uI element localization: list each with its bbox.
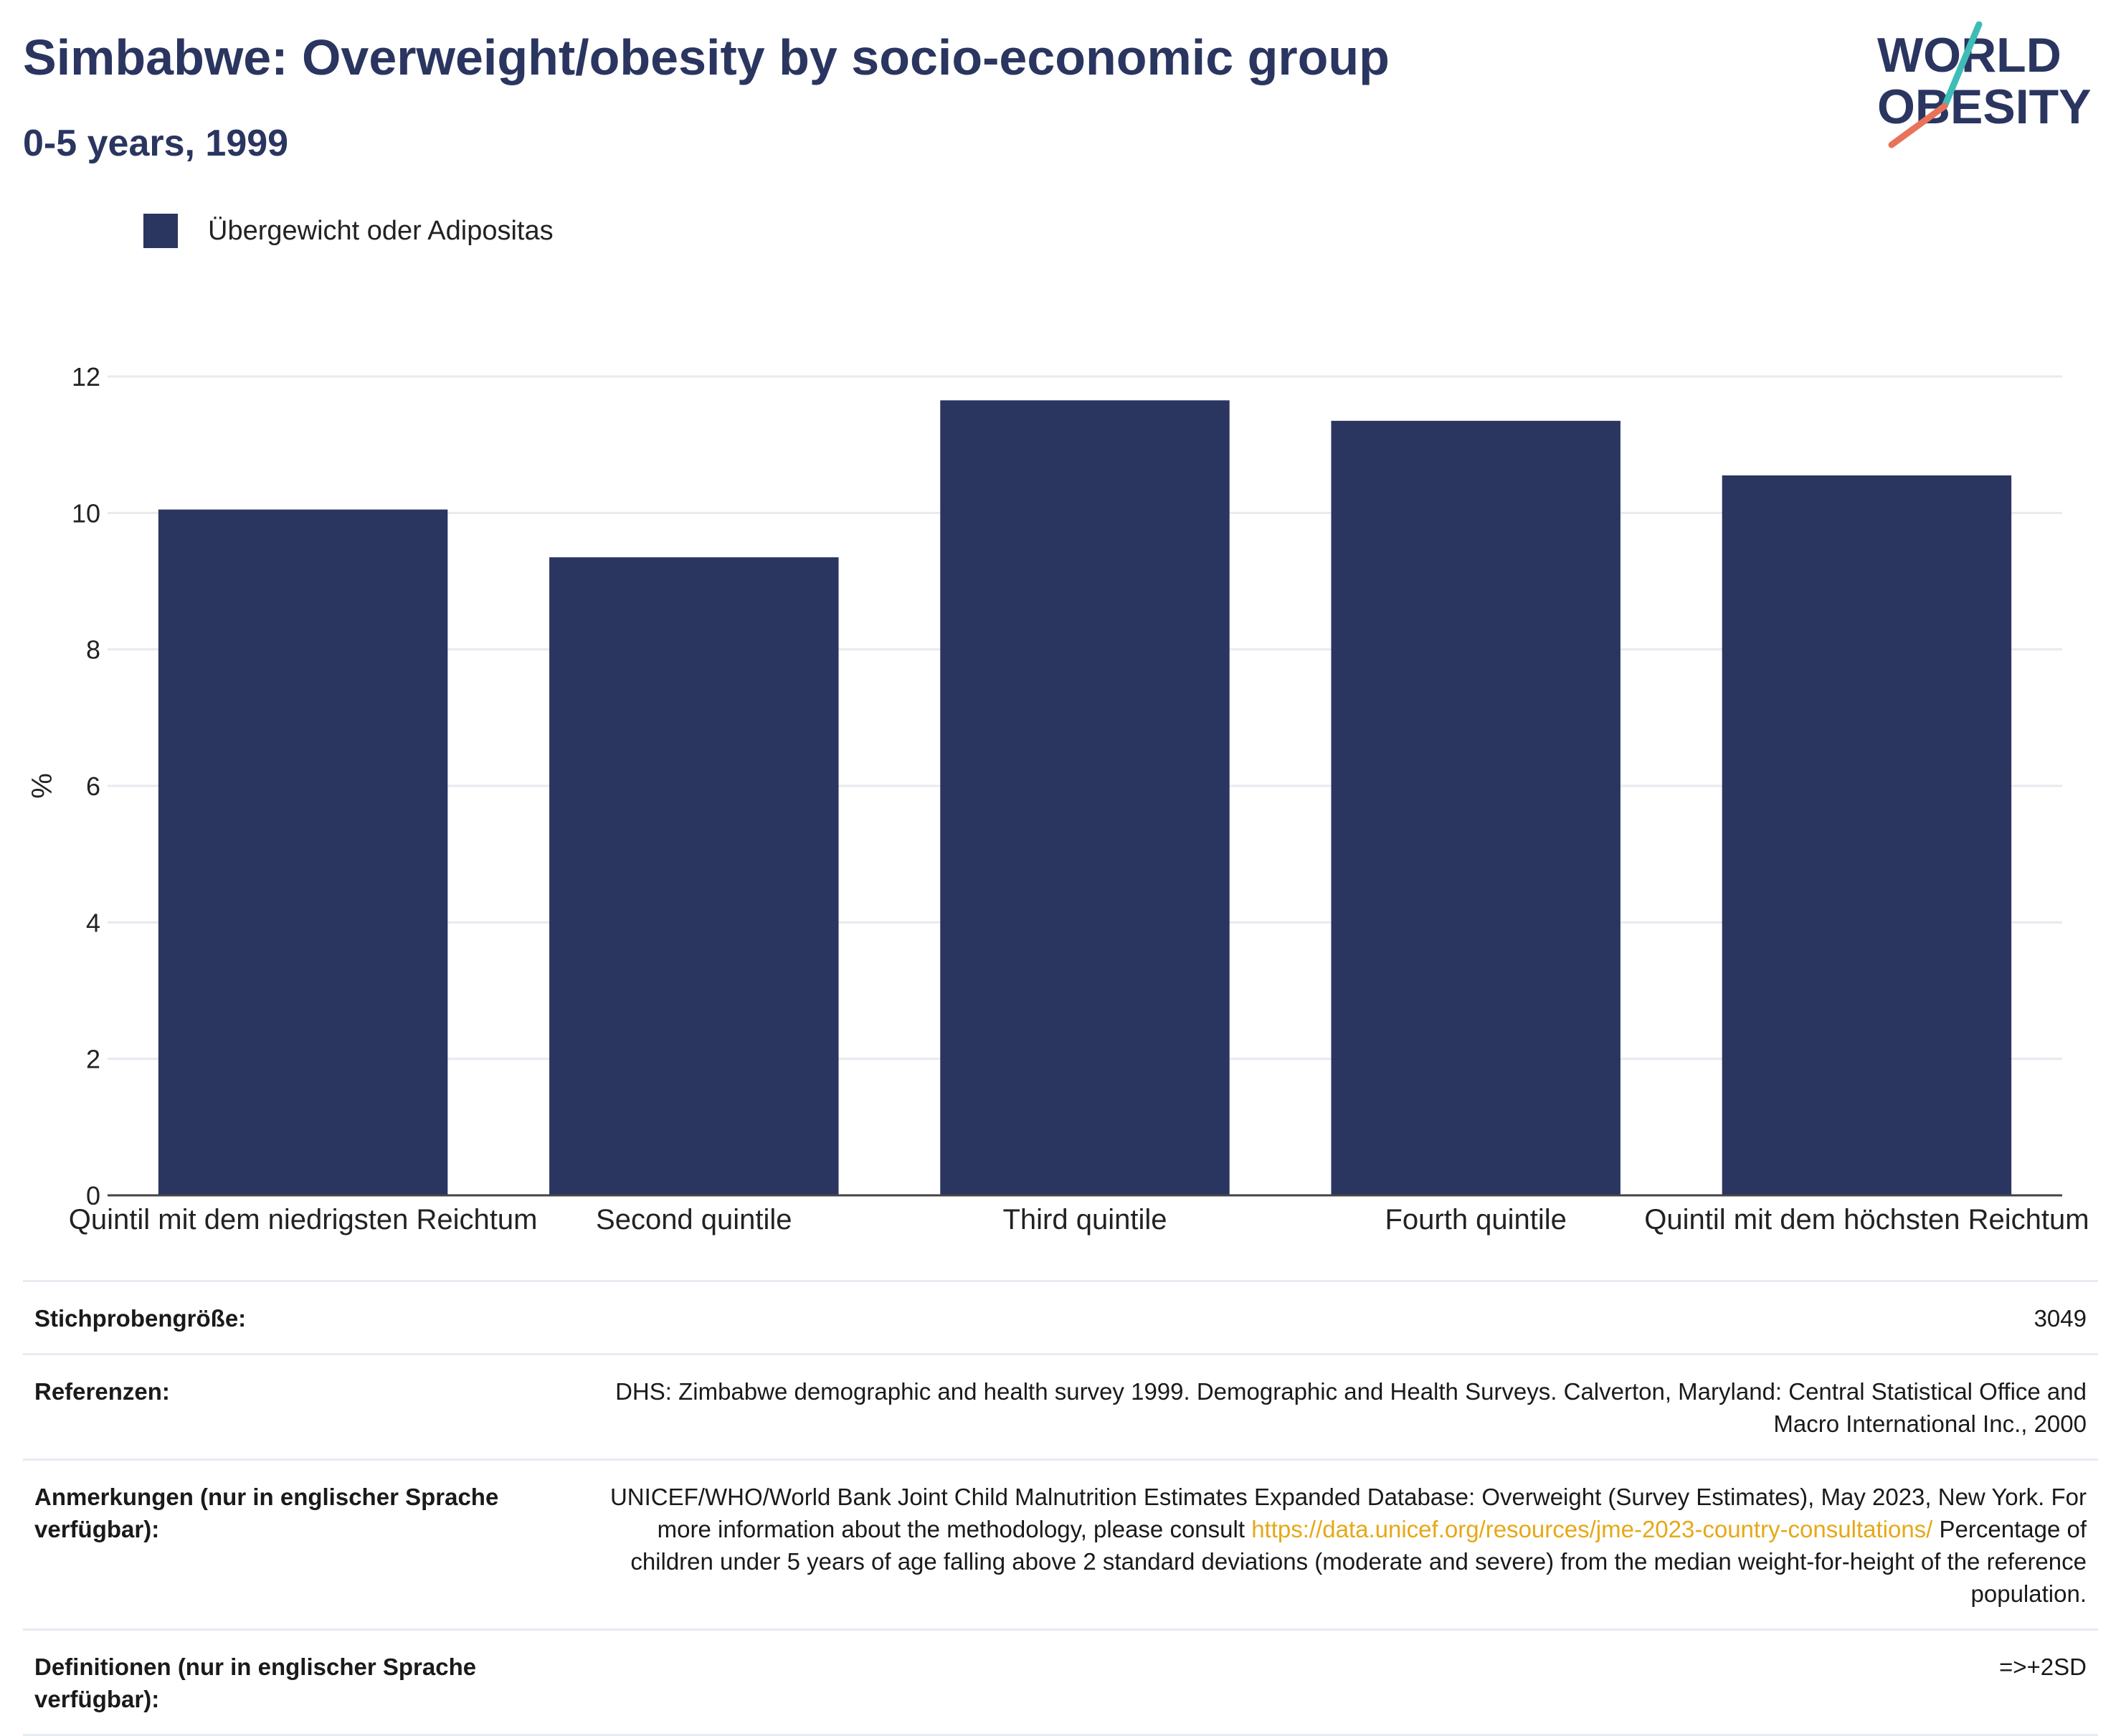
bar-chart: 0 2 4 6 8 10 12% Quintil mit dem niedrigsten Re… (27, 362, 2089, 1235)
logo-slash-coral (1888, 103, 1948, 148)
bar-3 (940, 400, 1230, 1195)
legend-label: Übergewicht oder Adipositas (208, 215, 554, 246)
x-tick-label: Second quintile (596, 1204, 792, 1235)
x-tick-label: Quintil mit dem höchsten Reichtum (1644, 1204, 2089, 1235)
logo-text-obesity: OBESITY (1877, 80, 2092, 134)
notes-value: UNICEF/WHO/World Bank Joint Child Malnut… (536, 1481, 2087, 1610)
references-label: Referenzen: (34, 1378, 170, 1405)
logo-slash-teal (1941, 22, 1983, 110)
bar-2 (549, 557, 839, 1195)
chart-subtitle: 0-5 years, 1999 (23, 123, 289, 164)
references-value: DHS: Zimbabwe demographic and health sur… (615, 1378, 2087, 1437)
bar-1 (158, 509, 448, 1195)
bar-4 (1331, 420, 1621, 1195)
y-tick-label: 6 (86, 772, 100, 801)
table-row-notes: Anmerkungen (nur in englischer Sprache v… (23, 1458, 2098, 1628)
y-axis-label: % (27, 773, 58, 799)
definitions-label: Definitionen (nur in englischer Sprache … (34, 1654, 477, 1712)
table-row-sample-size: Stichprobengröße: 3049 (23, 1280, 2098, 1353)
notes-text-before: UNICEF/WHO/World Bank Joint Child Malnut… (609, 1484, 2087, 1542)
bar-5 (1722, 475, 2012, 1195)
y-tick-label: 0 (86, 1181, 100, 1210)
x-tick-label: Fourth quintile (1385, 1204, 1566, 1235)
x-tick-label: Quintil mit dem niedrigsten Reichtum (69, 1204, 538, 1235)
y-tick-label: 4 (86, 908, 100, 937)
info-table: Stichprobengröße: 3049 Referenzen: DHS: … (23, 1280, 2098, 1736)
sample-size-label: Stichprobengröße: (34, 1305, 247, 1332)
definitions-value: =>+2SD (1998, 1654, 2087, 1680)
table-row-definitions: Definitionen (nur in englischer Sprache … (23, 1628, 2098, 1736)
y-tick-label: 8 (86, 635, 100, 665)
sample-size-value: 3049 (2034, 1305, 2087, 1332)
y-tick-label: 2 (86, 1045, 100, 1074)
notes-label: Anmerkungen (nur in englischer Sprache v… (34, 1484, 499, 1542)
methodology-link[interactable]: https://data.unicef.org/resources/jme-20… (1251, 1516, 1933, 1542)
table-row-references: Referenzen: DHS: Zimbabwe demographic an… (23, 1353, 2098, 1458)
y-tick-label: 10 (72, 498, 100, 528)
legend: Übergewicht oder Adipositas (143, 214, 554, 248)
y-tick-label: 12 (72, 362, 100, 392)
world-obesity-logo: WORLD OBESITY (1877, 22, 2092, 148)
chart-title: Simbabwe: Overweight/obesity by socio-ec… (23, 29, 1390, 85)
x-tick-label: Third quintile (1002, 1204, 1167, 1235)
notes-text-after: Percentage of children under 5 years of … (630, 1516, 2087, 1607)
legend-swatch (143, 214, 178, 248)
